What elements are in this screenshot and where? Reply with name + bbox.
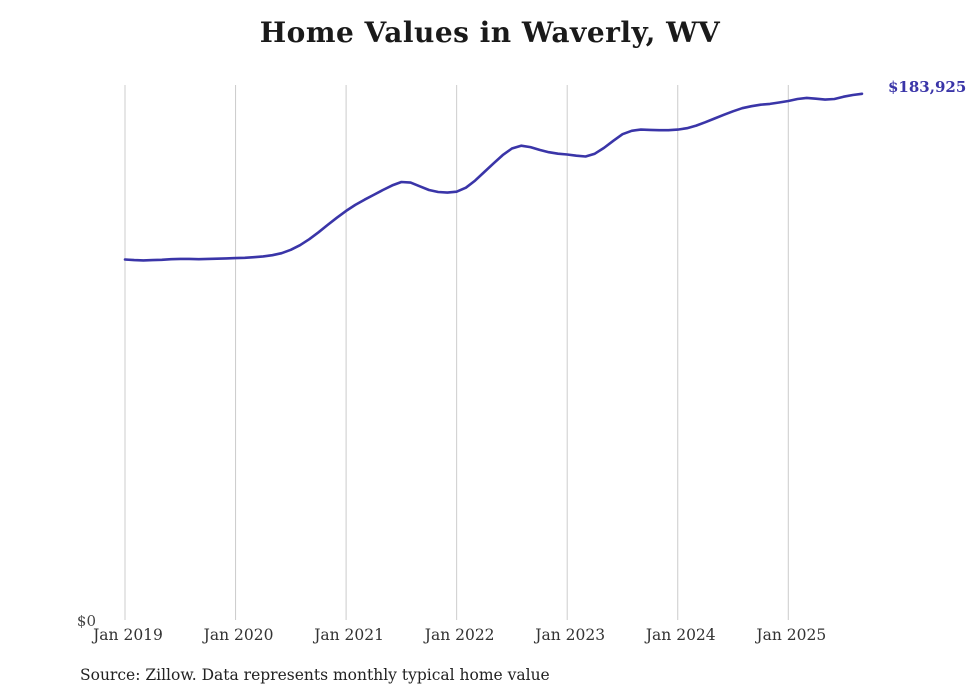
home-value-line	[123, 92, 864, 262]
x-tick-label: Jan 2020	[202, 626, 274, 644]
latest-value-label: $183,925	[888, 78, 967, 96]
y-axis-zero-label: $0	[76, 612, 96, 630]
x-tick-label: Jan 2019	[91, 626, 163, 644]
x-tick-label: Jan 2021	[312, 626, 384, 644]
x-tick-label: Jan 2023	[533, 626, 605, 644]
x-tick-label: Jan 2022	[423, 626, 495, 644]
x-tick-label: Jan 2025	[754, 626, 826, 644]
x-tick-label: Jan 2024	[644, 626, 716, 644]
chart-title: Home Values in Waverly, WV	[259, 16, 721, 49]
source-note: Source: Zillow. Data represents monthly …	[80, 666, 550, 684]
